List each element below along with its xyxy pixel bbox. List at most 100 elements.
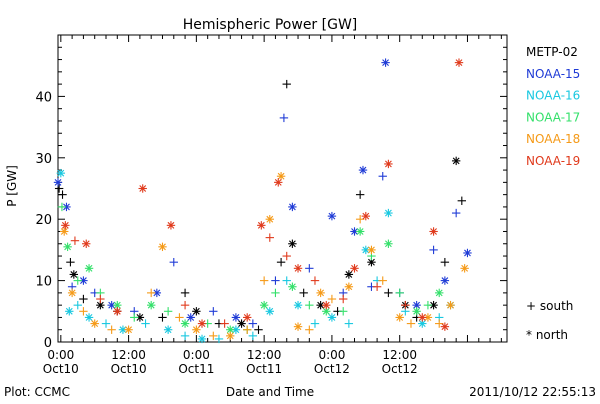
data-point (293, 264, 303, 273)
data-point (257, 221, 266, 230)
x-tick-date-label: Oct10 (111, 362, 147, 376)
data-point (423, 300, 433, 310)
data-point (166, 221, 176, 230)
data-point (310, 319, 320, 328)
data-point (451, 208, 461, 218)
y-tick-label: 20 (35, 213, 52, 228)
legend-entry-noaa-15: NOAA-15 (526, 67, 580, 81)
data-point (310, 276, 320, 285)
legend-entry-noaa-16: NOAA-16 (526, 89, 580, 103)
data-point (279, 113, 289, 123)
data-point (271, 288, 280, 298)
x-tick-date-label: Oct12 (382, 362, 418, 376)
data-point (327, 294, 337, 304)
data-point (401, 300, 410, 310)
data-point (65, 307, 74, 316)
data-point (276, 172, 286, 181)
data-point (69, 270, 79, 279)
data-point (73, 276, 82, 285)
data-point (293, 322, 303, 331)
data-point (367, 245, 376, 255)
data-point (339, 307, 348, 316)
data-point (54, 184, 64, 193)
data-point (276, 257, 286, 267)
data-point (180, 331, 190, 341)
y-tick-label: 40 (35, 90, 52, 105)
data-point (355, 190, 365, 199)
data-point (361, 245, 371, 255)
y-tick-label: 10 (35, 275, 52, 290)
data-point (378, 172, 387, 181)
data-point (197, 334, 207, 344)
data-point (305, 300, 314, 310)
data-point (175, 313, 184, 322)
data-point (282, 276, 291, 285)
data-point (243, 313, 252, 322)
data-point (344, 282, 354, 291)
data-point (135, 313, 145, 322)
x-tick-date-label: Oct10 (43, 362, 79, 376)
x-tick-date-label: Oct12 (314, 362, 350, 376)
data-point (248, 331, 258, 341)
data-point (209, 331, 218, 341)
data-point (381, 58, 390, 67)
data-point (226, 331, 235, 341)
data-point (152, 288, 162, 298)
x-tick-time-label: 0:00 (183, 348, 210, 362)
data-point (344, 270, 354, 279)
data-point (53, 178, 63, 187)
data-point (180, 288, 190, 298)
data-point (259, 300, 269, 310)
data-point (180, 319, 190, 328)
y-axis: 0 10 20 30 40 (35, 34, 507, 351)
data-point (322, 300, 331, 310)
data-point (146, 300, 156, 310)
data-point (169, 257, 178, 267)
data-point (84, 264, 94, 273)
data-point (226, 325, 235, 334)
data-point (299, 288, 308, 298)
data-point (440, 322, 450, 331)
data-point (158, 242, 167, 252)
data-point (56, 168, 66, 178)
data-point (265, 307, 274, 316)
legend: METP-02 NOAA-15 NOAA-16 NOAA-17 NOAA-18 NOAA-… (526, 45, 580, 342)
data-point (429, 245, 438, 255)
y-tick-label: 0 (44, 336, 52, 351)
data-point (66, 257, 75, 267)
data-point (146, 288, 156, 298)
marker-legend-south: + south (526, 299, 573, 313)
data-point (423, 313, 433, 322)
data-point (58, 190, 67, 199)
data-point (265, 233, 274, 242)
data-points (53, 58, 472, 344)
data-point (141, 319, 150, 328)
x-axis: 0:00Oct1012:00Oct100:00Oct1112:00Oct110:… (43, 35, 502, 376)
y-tick-label: 30 (35, 152, 52, 167)
data-point (316, 288, 325, 298)
x-tick-time-label: 0:00 (47, 348, 74, 362)
data-point (451, 156, 461, 166)
data-point (113, 307, 122, 316)
data-point (84, 313, 94, 322)
data-point (220, 319, 229, 328)
data-point (446, 300, 455, 310)
data-point (79, 307, 88, 316)
data-point (418, 313, 427, 322)
data-point (138, 184, 147, 193)
data-point (96, 294, 105, 304)
x-tick-time-label: 12:00 (382, 348, 417, 362)
marker-legend-north: * north (526, 328, 568, 342)
legend-entry-noaa-17: NOAA-17 (526, 110, 580, 124)
data-point (254, 325, 263, 334)
data-point (214, 334, 224, 344)
data-point (79, 294, 88, 304)
data-point (130, 313, 139, 322)
data-point (282, 251, 291, 261)
data-point (305, 264, 314, 273)
x-tick-time-label: 12:00 (111, 348, 146, 362)
data-point (429, 227, 438, 236)
data-point (327, 313, 337, 322)
data-point (293, 300, 303, 310)
